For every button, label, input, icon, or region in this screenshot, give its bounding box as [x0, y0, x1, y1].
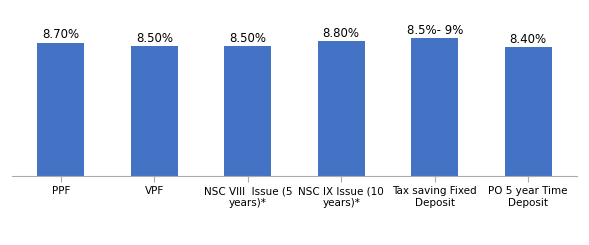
Bar [411, 38, 458, 176]
Bar [318, 41, 365, 176]
Text: 8.50%: 8.50% [229, 32, 266, 45]
Text: 8.40%: 8.40% [509, 33, 547, 46]
Bar [38, 43, 84, 176]
Bar [224, 46, 271, 176]
Text: 8.5%- 9%: 8.5%- 9% [406, 24, 463, 37]
Bar [131, 46, 178, 176]
Bar [505, 47, 551, 176]
Text: 8.80%: 8.80% [323, 27, 360, 40]
Text: 8.50%: 8.50% [136, 32, 173, 45]
Text: 8.70%: 8.70% [42, 28, 80, 41]
